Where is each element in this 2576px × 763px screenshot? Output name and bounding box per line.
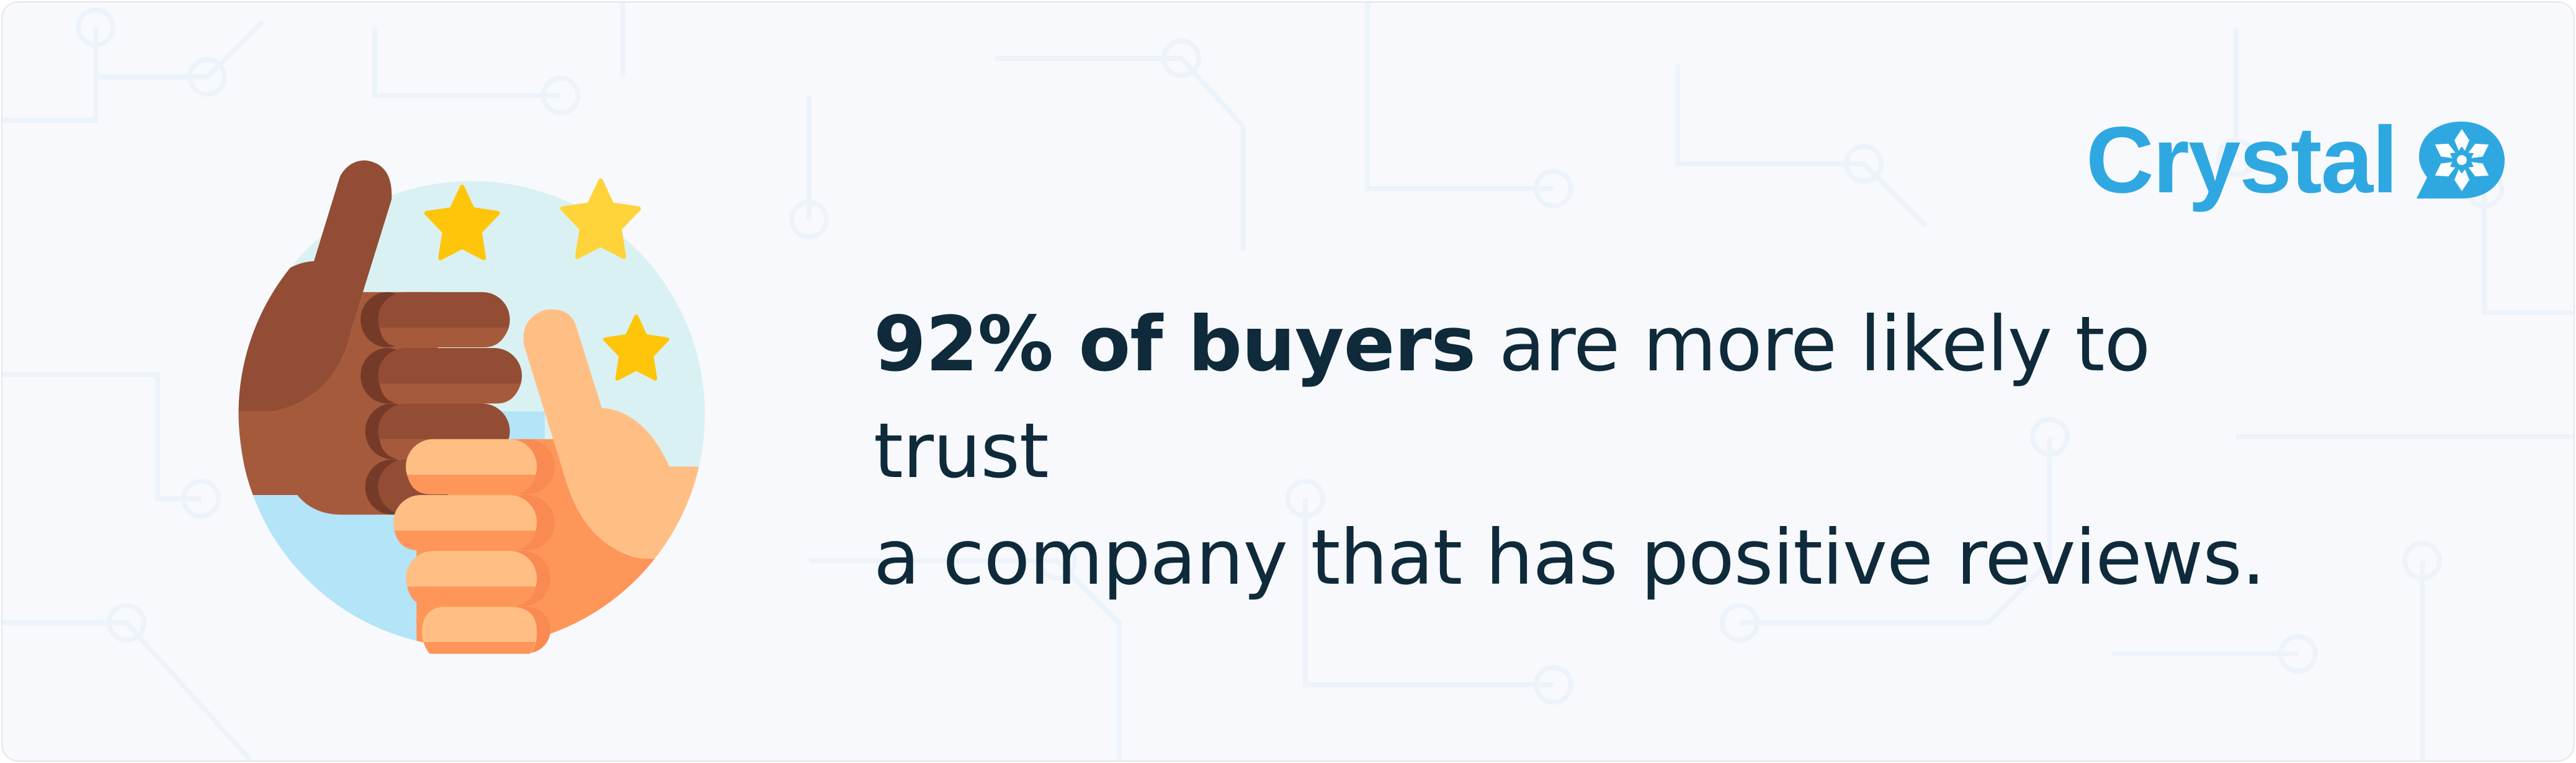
headline-line-1-rest: are more likely to trust [874,300,2150,495]
logo-text: Crystal [2086,107,2398,213]
headline-line-1: 92% of buyers are more likely to trust [874,291,2301,504]
headline-statistic: 92% of buyers are more likely to trust a… [874,291,2301,611]
headline-line-2: a company that has positive reviews. [874,514,2266,602]
star-icon-2 [560,178,642,259]
star-icon-3 [603,314,669,381]
thumbs-up-illustration [238,160,705,654]
crystal-snowflake-bubble-icon [2417,122,2505,199]
peach-fingers [393,439,555,654]
star-icon-1 [424,184,500,261]
headline-highlight: 92% of buyers [874,300,1476,388]
crystal-logo: Crystal [2086,113,2505,207]
